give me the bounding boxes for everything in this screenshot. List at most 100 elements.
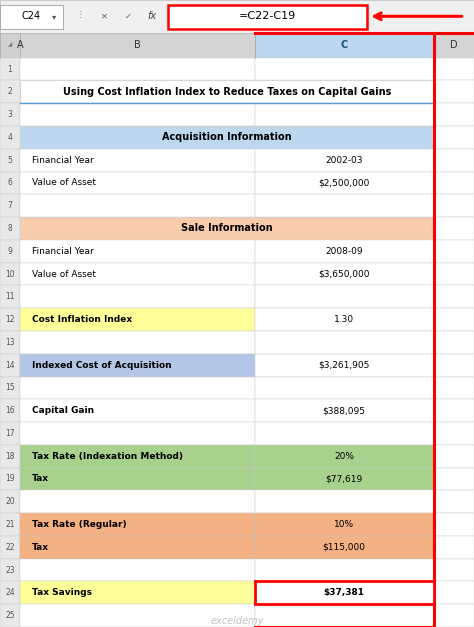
Text: ⁝: ⁝ <box>79 11 82 21</box>
Bar <box>0 468 20 490</box>
Text: 11: 11 <box>5 292 15 302</box>
Bar <box>434 604 474 627</box>
Bar <box>0 217 20 240</box>
Bar <box>20 58 255 80</box>
Bar <box>434 194 474 217</box>
Bar <box>0 33 20 58</box>
Bar <box>255 445 434 468</box>
Bar <box>0 513 20 536</box>
Bar <box>0 559 20 581</box>
Text: Tax Rate (Regular): Tax Rate (Regular) <box>32 520 127 529</box>
Bar <box>20 217 434 240</box>
Bar <box>255 581 434 604</box>
Bar <box>0 354 20 376</box>
Text: $3,650,000: $3,650,000 <box>319 270 370 278</box>
Text: 3: 3 <box>8 110 12 119</box>
Text: Capital Gain: Capital Gain <box>32 406 94 415</box>
Bar <box>434 468 474 490</box>
Text: D: D <box>450 40 458 50</box>
Bar <box>0 80 20 103</box>
Bar <box>20 468 255 490</box>
Text: Tax Savings: Tax Savings <box>32 588 92 598</box>
Text: 25: 25 <box>5 611 15 620</box>
Bar <box>0 308 20 331</box>
Text: 13: 13 <box>5 338 15 347</box>
Bar <box>434 581 474 604</box>
Text: 1: 1 <box>8 65 12 73</box>
Text: 21: 21 <box>5 520 15 529</box>
Bar <box>20 536 255 559</box>
Bar <box>0 536 20 559</box>
Bar <box>0 331 20 354</box>
Bar <box>255 399 434 422</box>
Bar <box>434 285 474 308</box>
Text: 18: 18 <box>5 451 15 461</box>
Text: ◢: ◢ <box>8 43 12 48</box>
Text: 6: 6 <box>8 179 12 187</box>
Text: Tax: Tax <box>32 543 49 552</box>
Bar <box>434 58 474 80</box>
Bar <box>255 422 434 445</box>
Bar <box>0 490 20 513</box>
Bar <box>255 513 434 536</box>
Bar <box>20 331 255 354</box>
Text: 23: 23 <box>5 566 15 574</box>
Bar <box>0 399 20 422</box>
Text: exceldemy: exceldemy <box>210 616 264 626</box>
Bar <box>434 172 474 194</box>
Bar <box>255 103 434 126</box>
Bar <box>434 536 474 559</box>
Bar <box>434 149 474 172</box>
Bar <box>20 581 255 604</box>
Bar <box>434 217 474 240</box>
Text: ✓: ✓ <box>125 12 131 21</box>
Text: $77,619: $77,619 <box>326 475 363 483</box>
Text: $2,500,000: $2,500,000 <box>319 179 370 187</box>
Text: 2008-09: 2008-09 <box>325 247 363 256</box>
Bar <box>255 604 434 627</box>
Bar <box>434 559 474 581</box>
Bar <box>434 354 474 376</box>
Bar <box>434 513 474 536</box>
Bar <box>434 490 474 513</box>
Bar <box>434 126 474 149</box>
Text: Tax Rate (Indexation Method): Tax Rate (Indexation Method) <box>32 451 183 461</box>
Bar <box>434 308 474 331</box>
Text: Using Cost Inflation Index to Reduce Taxes on Capital Gains: Using Cost Inflation Index to Reduce Tax… <box>63 87 391 97</box>
Bar <box>0 285 20 308</box>
Text: Value of Asset: Value of Asset <box>32 270 96 278</box>
Bar <box>20 399 255 422</box>
Bar <box>255 58 434 80</box>
Text: =C22-C19: =C22-C19 <box>239 11 296 21</box>
Bar <box>0 58 20 80</box>
Bar <box>0 445 20 468</box>
Text: 10%: 10% <box>334 520 354 529</box>
Text: 19: 19 <box>5 475 15 483</box>
Text: B: B <box>134 40 141 50</box>
Bar <box>0 0 474 33</box>
Bar <box>20 194 255 217</box>
Bar <box>20 513 255 536</box>
Bar <box>255 354 434 376</box>
Bar <box>20 308 255 331</box>
Text: 16: 16 <box>5 406 15 415</box>
Bar <box>255 240 434 263</box>
Text: 20: 20 <box>5 497 15 506</box>
Text: ✕: ✕ <box>101 12 108 21</box>
Text: Sale Information: Sale Information <box>181 223 273 233</box>
Bar <box>255 559 434 581</box>
Text: 9: 9 <box>8 247 12 256</box>
Bar <box>20 80 434 103</box>
Bar <box>0 376 20 399</box>
Bar <box>0 149 20 172</box>
Bar <box>20 559 255 581</box>
Bar <box>255 536 434 559</box>
Text: C24: C24 <box>22 11 41 21</box>
Bar <box>168 5 367 29</box>
Text: Cost Inflation Index: Cost Inflation Index <box>32 315 132 324</box>
Bar <box>255 581 434 604</box>
Bar <box>434 445 474 468</box>
Text: $37,381: $37,381 <box>324 588 365 598</box>
Bar <box>20 422 255 445</box>
Text: $3,261,905: $3,261,905 <box>319 361 370 369</box>
